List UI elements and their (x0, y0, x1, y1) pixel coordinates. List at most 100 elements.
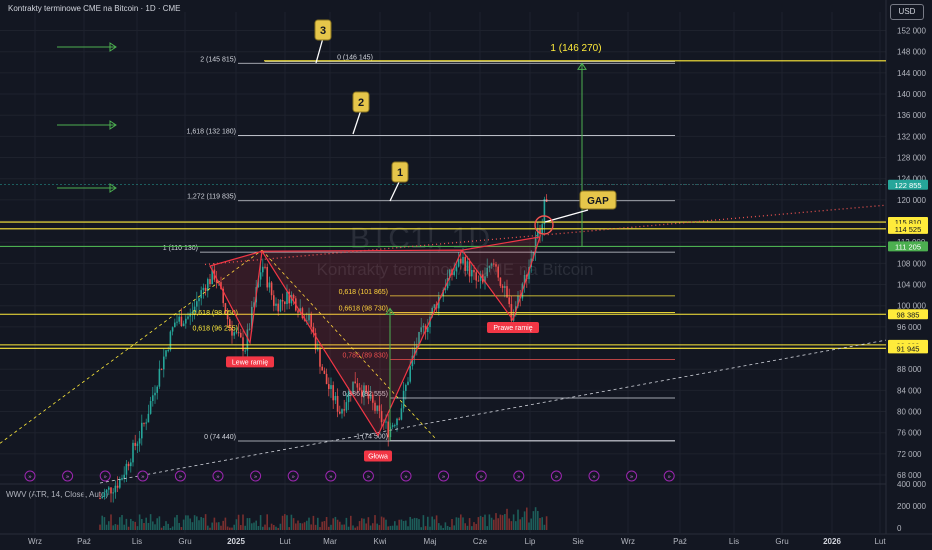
volume-bar (143, 522, 145, 530)
candle-body (121, 478, 123, 480)
volume-bar (530, 518, 532, 530)
indicator-label: WWV (ATR, 14, Close, Auto) (6, 490, 109, 499)
volume-bar (400, 519, 403, 530)
candle-body (152, 395, 154, 402)
volume-bar (387, 526, 389, 530)
volume-bar (314, 524, 317, 530)
price-tag-label: 111 205 (895, 242, 921, 251)
candle-body (506, 286, 508, 298)
candle-body (171, 327, 174, 332)
volume-bar (224, 517, 227, 530)
volume-bar (435, 515, 438, 530)
candle-body (330, 385, 332, 389)
candle-body (189, 313, 191, 317)
volume-bar (433, 519, 436, 530)
candle-body (165, 350, 167, 357)
x-tick-label: Wrz (28, 537, 42, 546)
volume-bar (521, 517, 524, 530)
volume-bar (323, 521, 326, 530)
candle-body (149, 401, 152, 414)
volume-bar (367, 517, 370, 530)
volume-bar (457, 517, 460, 530)
candle-body (361, 390, 363, 397)
volume-bar (198, 520, 200, 530)
candle-body (143, 422, 145, 424)
fib-extension-label: 1,272 (119 835) (187, 194, 236, 201)
candle-body (398, 418, 400, 420)
candle-body (499, 277, 502, 286)
candle-body (200, 290, 202, 299)
candle-body (204, 287, 207, 292)
volume-bar (127, 526, 130, 530)
candle-body (321, 366, 323, 371)
x-tick-label: Cze (473, 537, 488, 546)
volume-bar (539, 518, 541, 530)
volume-bar (515, 521, 517, 530)
volume-bar (328, 526, 330, 530)
head-label-bg (364, 450, 392, 462)
candle-body (308, 314, 310, 321)
y-tick-label: 88 000 (897, 365, 922, 374)
volume-bar (354, 527, 356, 530)
candle-body (372, 394, 374, 403)
y-tick-label: 108 000 (897, 259, 926, 268)
candle-body (539, 229, 541, 235)
volume-bar (468, 518, 471, 530)
fib-retracement-label: 0 (146 145) (337, 55, 373, 62)
volume-bar (231, 527, 233, 530)
candle-body (125, 463, 128, 475)
chart-title: Kontrakty terminowe CME na Bitcoin · 1D … (8, 4, 181, 13)
volume-bar (413, 517, 416, 530)
price-tag (888, 179, 928, 190)
candle-body (123, 474, 125, 479)
candle-body (453, 271, 455, 275)
candle-body (99, 497, 101, 499)
event-marker (212, 470, 224, 482)
volume-bar (253, 522, 255, 530)
candle-body (462, 256, 464, 264)
candle-body (314, 332, 317, 350)
volume-bar (350, 515, 352, 530)
x-tick-label: Maj (424, 537, 437, 546)
x-tick-label: Sie (572, 537, 584, 546)
volume-bar (545, 516, 548, 530)
gap-circle (534, 215, 554, 235)
volume-bar (339, 521, 341, 530)
volume-bar (453, 525, 455, 530)
fib-extension-label: 0 (74 440) (204, 434, 236, 441)
volume-bar (310, 524, 312, 530)
event-marker-icon: » (141, 474, 145, 481)
volume-bar (508, 518, 510, 530)
volume-bar (273, 524, 275, 530)
candle-body (534, 236, 537, 253)
event-marker (24, 470, 36, 482)
volume-bar (442, 527, 444, 530)
event-marker (663, 470, 675, 482)
right-shoulder-shape (460, 236, 541, 322)
event-marker-icon: » (329, 474, 333, 481)
volume-bar (347, 526, 350, 530)
volume-bar (369, 525, 372, 530)
volume-bar (440, 525, 442, 530)
candle-body (387, 421, 389, 438)
volume-bar (251, 523, 253, 530)
volume-bar (275, 526, 277, 530)
candle-body (297, 310, 299, 313)
candle-body (167, 350, 169, 352)
candle-body (160, 368, 163, 370)
candle-body (490, 263, 493, 266)
dashed-trendline (99, 339, 887, 484)
price-tag-label: 122 855 (894, 181, 921, 190)
event-marker (287, 470, 299, 482)
wave-1-label-bg (391, 161, 409, 183)
event-marker (400, 470, 412, 482)
price-tag-label: 91 945 (897, 344, 920, 353)
currency-button[interactable]: USD (890, 4, 924, 20)
candle-body (178, 316, 180, 322)
volume-bar (121, 515, 123, 530)
candle-body (394, 425, 396, 427)
volume-bar (394, 521, 396, 530)
candle-body (477, 280, 480, 282)
event-marker (588, 470, 600, 482)
